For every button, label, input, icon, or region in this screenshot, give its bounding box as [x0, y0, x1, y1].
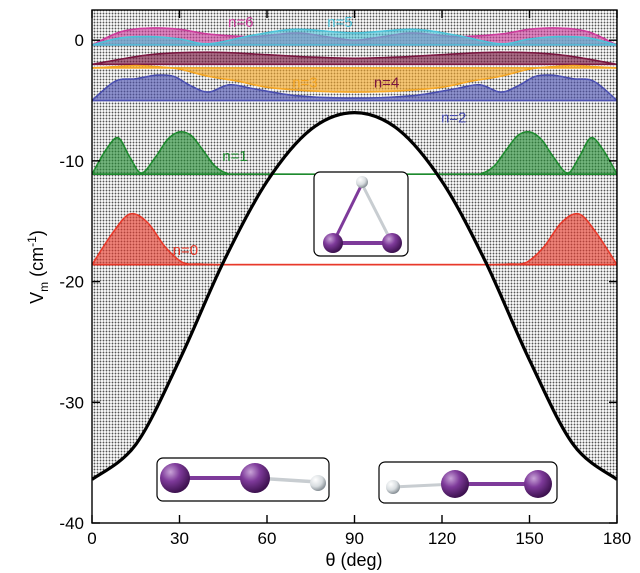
y-tick-label: -10 [59, 152, 84, 171]
y-tick-label: -40 [59, 514, 84, 533]
bond-line [331, 183, 364, 244]
heavy-atom [441, 470, 469, 498]
x-axis-title: θ (deg) [325, 550, 382, 570]
level-label-n=3: n=3 [292, 74, 317, 91]
heavy-atom [323, 233, 343, 253]
x-tick-label: 180 [603, 529, 631, 548]
y-tick-label: -30 [59, 393, 84, 412]
x-tick-label: 60 [258, 529, 277, 548]
wavefunction-series [92, 27, 617, 266]
series-fill-n=3 [92, 65, 617, 93]
level-label-n=0: n=0 [173, 242, 198, 259]
level-label-n=1: n=1 [222, 148, 247, 165]
x-tick-label: 30 [170, 529, 189, 548]
series-fill-n=0 [92, 213, 617, 265]
y-axis-title-main: V [27, 292, 47, 304]
series-fill-n=5 [92, 29, 617, 45]
series-fill-n=2 [92, 74, 617, 101]
x-tick-label: 150 [515, 529, 543, 548]
triangle-molecule-inset [313, 171, 409, 257]
series-fill-n=6 [92, 27, 617, 45]
linear-molecule-inset-right [378, 461, 558, 504]
heavy-atom [524, 470, 552, 498]
series-fill-n=1 [92, 131, 617, 175]
x-tick-label: 120 [428, 529, 456, 548]
molecule-insets [156, 171, 558, 504]
heavy-atom [240, 463, 270, 493]
hydrogen-atom [356, 176, 368, 188]
y-axis-title: Vm (cm-1) [25, 230, 51, 304]
y-axis-title-superscript: -1 [25, 236, 39, 247]
level-label-n=4: n=4 [374, 74, 399, 91]
y-axis-title-unit: (cm [27, 247, 47, 282]
linear-molecule-inset-left [156, 457, 330, 502]
plot-area [92, 10, 617, 523]
series-line-n=2 [92, 74, 617, 102]
x-tick-label: 0 [87, 529, 96, 548]
y-axis-title-subscript: m [37, 282, 51, 292]
hydrogen-atom [386, 480, 400, 494]
level-label-n=2: n=2 [441, 109, 466, 126]
level-label-n=6: n=6 [228, 14, 253, 31]
y-tick-label: 0 [75, 31, 84, 50]
potential-curve [92, 110, 617, 481]
y-axis-title-unit-close: ) [27, 230, 47, 236]
bond-line [360, 183, 394, 244]
level-labels: n=6 n=5 n=3 n=4 n=2 n=1 n=0 [173, 14, 467, 259]
heavy-atom [160, 463, 190, 493]
axes: 0 30 60 90 120 150 180 0 -10 -20 -30 -40 [59, 10, 631, 548]
y-tick-label: -20 [59, 273, 84, 292]
series-line-n=4 [92, 51, 617, 66]
heavy-atom [382, 233, 402, 253]
level-label-n=5: n=5 [327, 14, 352, 31]
x-tick-label: 90 [345, 529, 364, 548]
series-line-n=5 [92, 28, 617, 46]
region-shading [92, 10, 617, 480]
series-fill-n=4 [92, 52, 617, 65]
series-line-n=3 [92, 64, 617, 93]
hydrogen-atom [310, 475, 326, 491]
